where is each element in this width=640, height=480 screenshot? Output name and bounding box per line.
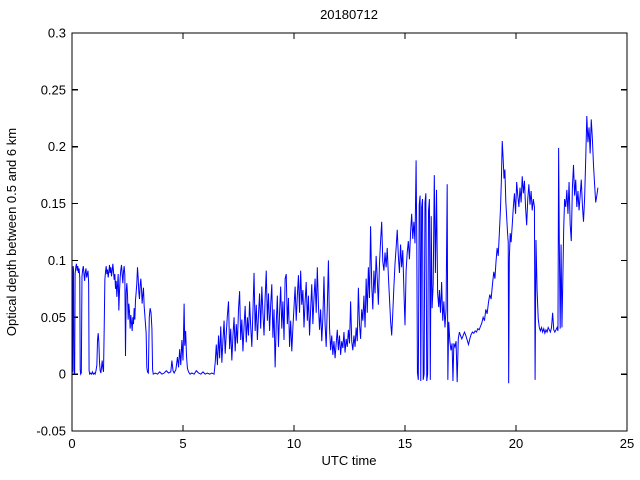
y-tick-label: 0.1 xyxy=(48,253,66,268)
x-tick-label: 10 xyxy=(287,436,301,451)
x-axis-label: UTC time xyxy=(322,453,377,468)
y-tick-label: 0.15 xyxy=(41,196,66,211)
x-tick-label: 0 xyxy=(68,436,75,451)
x-tick-label: 5 xyxy=(179,436,186,451)
chart-title: 20180712 xyxy=(320,7,378,22)
x-tick-label: 15 xyxy=(398,436,412,451)
x-tick-label: 25 xyxy=(620,436,634,451)
y-tick-label: 0.25 xyxy=(41,82,66,97)
y-axis-label: Optical depth between 0.5 and 6 km xyxy=(4,128,19,336)
axes-box xyxy=(71,32,628,432)
y-tick-label: 0.2 xyxy=(48,139,66,154)
data-line-series xyxy=(71,115,599,384)
y-tick-label: -0.05 xyxy=(36,424,66,439)
y-tick-label: 0 xyxy=(59,367,66,382)
y-tick-label: 0.3 xyxy=(48,26,66,41)
x-tick-label: 20 xyxy=(509,436,523,451)
y-tick-label: 0.05 xyxy=(41,310,66,325)
